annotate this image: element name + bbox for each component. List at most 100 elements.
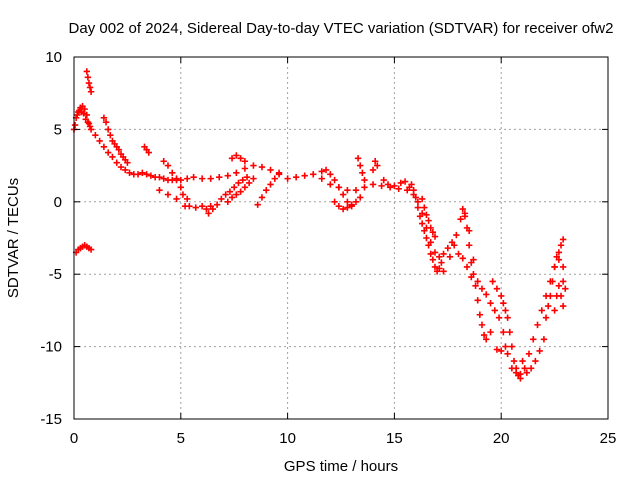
data-point	[474, 278, 481, 285]
data-point	[209, 205, 217, 213]
data-point	[465, 242, 473, 249]
data-point	[192, 204, 199, 211]
data-point	[245, 179, 253, 187]
data-point	[517, 375, 524, 382]
data-point	[169, 169, 176, 177]
data-point	[263, 187, 270, 194]
data-point	[549, 278, 556, 285]
data-point	[525, 350, 533, 358]
data-point	[357, 194, 364, 201]
data-point	[224, 198, 231, 205]
data-point	[559, 263, 567, 271]
data-point	[530, 336, 537, 343]
data-point	[562, 285, 569, 292]
data-point	[502, 343, 509, 350]
data-point	[431, 249, 439, 256]
data-point	[83, 111, 91, 119]
data-point	[354, 155, 362, 162]
series-late-cluster	[504, 236, 569, 382]
data-point	[216, 173, 223, 181]
data-point	[521, 365, 528, 372]
y-tick-label: 10	[45, 49, 62, 66]
data-point	[233, 169, 240, 177]
data-point	[455, 250, 462, 258]
data-point	[250, 162, 257, 169]
data-point	[559, 302, 567, 310]
data-point	[500, 299, 507, 307]
data-points	[70, 68, 569, 382]
data-point	[440, 268, 447, 275]
axis-ticks	[73, 56, 609, 420]
data-point	[92, 131, 99, 139]
data-point	[361, 184, 368, 191]
y-tick-label: -10	[40, 339, 62, 356]
data-point	[271, 175, 278, 182]
data-point	[344, 204, 351, 211]
data-point	[425, 217, 432, 224]
y-tick-labels: -15 -10 -5 0 5 10	[40, 49, 62, 428]
data-point	[504, 314, 511, 321]
data-point	[71, 121, 79, 129]
data-point	[237, 155, 244, 162]
data-point	[498, 292, 505, 300]
data-point	[190, 173, 197, 181]
plot-frame	[73, 56, 609, 420]
data-point	[310, 171, 317, 178]
data-point	[156, 187, 163, 194]
data-point	[335, 202, 343, 210]
data-point	[463, 224, 471, 232]
y-tick-label: -5	[49, 266, 62, 283]
data-point	[335, 184, 343, 191]
x-tick-label: 15	[386, 430, 403, 447]
data-point	[444, 244, 451, 252]
data-point	[423, 234, 430, 242]
data-point	[555, 282, 563, 289]
data-point	[284, 175, 291, 182]
data-point	[198, 175, 206, 182]
data-point	[86, 84, 94, 91]
data-point	[85, 79, 93, 87]
data-point	[508, 343, 516, 350]
data-point	[179, 191, 187, 198]
data-point	[104, 126, 112, 133]
data-point	[357, 162, 364, 169]
data-point	[534, 321, 541, 329]
data-point	[470, 271, 477, 278]
data-point	[491, 307, 498, 314]
data-point	[122, 166, 129, 174]
x-tick-label: 0	[70, 430, 78, 447]
data-point	[143, 171, 150, 178]
data-point	[126, 169, 133, 177]
data-point	[241, 165, 249, 172]
series-early-cluster	[71, 68, 95, 256]
chart-title: Day 002 of 2024, Sidereal Day-to-day VTE…	[69, 20, 614, 37]
data-point	[495, 314, 503, 321]
data-point	[483, 291, 490, 298]
y-tick-label: -15	[40, 411, 62, 428]
data-point	[339, 205, 347, 213]
data-point	[423, 211, 430, 219]
data-point	[84, 74, 92, 81]
data-point	[96, 137, 103, 145]
data-point	[559, 236, 567, 243]
data-point	[177, 184, 184, 191]
data-point	[207, 175, 214, 182]
data-point	[410, 187, 417, 194]
data-point	[250, 175, 257, 182]
data-point	[391, 182, 398, 190]
data-point	[544, 302, 552, 310]
series-evening-drop	[408, 181, 509, 355]
data-point	[164, 162, 172, 169]
data-point	[352, 187, 360, 194]
data-point	[527, 365, 535, 372]
data-point	[436, 253, 443, 261]
data-point	[408, 181, 415, 188]
data-point	[512, 365, 520, 372]
data-point	[124, 159, 131, 166]
data-point	[401, 178, 409, 185]
data-point	[457, 215, 464, 223]
data-point	[446, 253, 454, 261]
data-point	[418, 195, 426, 203]
data-point	[243, 173, 251, 181]
